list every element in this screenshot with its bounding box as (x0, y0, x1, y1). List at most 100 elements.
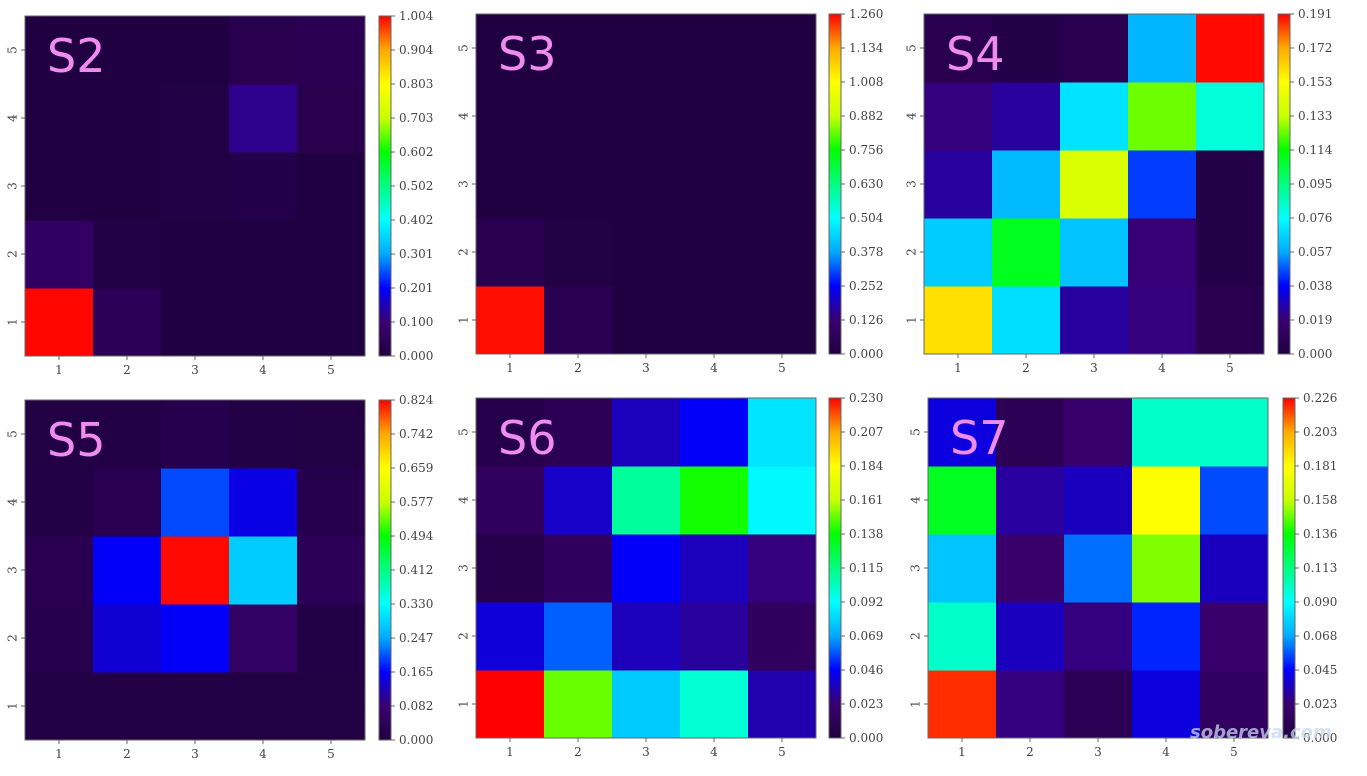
x-tick-label: 2 (574, 745, 582, 759)
colorbar-tick-label: 0.630 (849, 177, 883, 191)
colorbar-tick-label: 0.577 (399, 495, 433, 509)
x-tick-label: 4 (710, 745, 718, 759)
heatmap-cell (1128, 286, 1197, 355)
colorbar-tick-label: 1.008 (849, 75, 883, 89)
colorbar-tick-label: 0.113 (1303, 561, 1337, 575)
y-tick-label: 5 (6, 430, 20, 438)
y-tick-label: 1 (909, 700, 923, 708)
heatmap-cell (25, 288, 94, 357)
heatmap-cell (297, 536, 366, 605)
colorbar-tick-label: 0.378 (849, 245, 883, 259)
heatmap-cell (25, 400, 94, 469)
colorbar-tick-label: 0.000 (849, 731, 883, 745)
colorbar (1277, 13, 1291, 355)
colorbar-tick-label: 1.134 (849, 41, 884, 55)
x-tick-label: 1 (954, 361, 962, 375)
heatmap-cell (229, 84, 298, 153)
heatmap-panel-s3: 1 2 3 4 5 1 2 3 4 5 S3 0.000 0.126 0.252 0.378 0.504 0.6… (457, 7, 884, 375)
colorbar-tick-label: 0.226 (1303, 391, 1337, 405)
heatmap-cell (1132, 670, 1201, 739)
y-tick-label: 3 (457, 180, 471, 188)
heatmap-panel-s5: 1 2 3 4 5 1 2 3 4 5 S5 0.000 0.082 0.165 0.247 0.330 0.4… (6, 393, 434, 761)
heatmap-cell (229, 604, 298, 673)
heatmap-cell (229, 16, 298, 85)
y-tick-label: 1 (457, 316, 471, 324)
colorbar-tick-label: 0.126 (849, 313, 883, 327)
colorbar-tick-label: 0.161 (849, 493, 883, 507)
heatmap-cell (924, 82, 993, 151)
colorbar-tick-label: 0.023 (849, 697, 883, 711)
heatmap-cell (93, 672, 162, 741)
y-tick-label: 1 (6, 702, 20, 710)
heatmap-cell (992, 150, 1061, 219)
heatmap-cell (476, 150, 545, 219)
heatmap-cell (928, 534, 997, 603)
colorbar-tick-label: 0.046 (849, 663, 883, 677)
heatmap-cell (229, 152, 298, 221)
heatmap-cell (680, 82, 749, 151)
colorbar-tick-label: 0.000 (399, 733, 433, 747)
colorbar-tick-label: 0.000 (399, 349, 433, 363)
y-tick-label: 4 (905, 112, 919, 120)
colorbar-tick-label: 0.602 (399, 145, 433, 159)
heatmap-cell (612, 14, 681, 83)
x-tick-label: 4 (1162, 745, 1170, 759)
colorbar-tick-label: 0.742 (399, 427, 433, 441)
colorbar-tick-label: 0.252 (849, 279, 883, 293)
y-tick-label: 2 (6, 634, 20, 642)
colorbar-tick-label: 0.076 (1298, 211, 1332, 225)
colorbar-tick-label: 0.045 (1303, 663, 1337, 677)
heatmap-cell (476, 534, 545, 603)
heatmap-panel-s7: 1 2 3 4 5 1 2 3 4 5 S7 0.000 0.023 0.045 0.068 0.090 0.1… (909, 391, 1338, 759)
colorbar-tick-label: 0.803 (399, 77, 433, 91)
heatmap-cell (992, 218, 1061, 287)
colorbar-tick-label: 0.057 (1298, 245, 1332, 259)
colorbar-tick-label: 0.019 (1298, 313, 1332, 327)
heatmap-cell (1128, 14, 1197, 83)
x-tick-label: 5 (1226, 361, 1234, 375)
y-tick-label: 5 (457, 44, 471, 52)
y-tick-label: 3 (905, 180, 919, 188)
heatmap-cell (748, 82, 817, 151)
heatmap-cell (161, 468, 230, 537)
heatmap-cell (93, 468, 162, 537)
y-tick-label: 2 (457, 632, 471, 640)
heatmap-cell (1064, 398, 1133, 467)
colorbar-tick-label: 0.000 (1303, 731, 1337, 745)
heatmap-cell (612, 82, 681, 151)
colorbar (378, 15, 392, 357)
heatmap-cell (1060, 82, 1129, 151)
x-tick-label: 5 (1230, 745, 1238, 759)
colorbar-tick-label: 1.260 (849, 7, 883, 21)
heatmap-cell (612, 602, 681, 671)
x-tick-label: 3 (1094, 745, 1102, 759)
x-tick-label: 5 (327, 363, 335, 377)
colorbar-tick-label: 0.201 (399, 281, 433, 295)
x-tick-label: 4 (259, 363, 267, 377)
heatmap-cell (544, 466, 613, 535)
y-tick-label: 5 (909, 428, 923, 436)
y-tick-label: 4 (457, 496, 471, 504)
heatmap-cell (229, 468, 298, 537)
x-tick-label: 3 (191, 363, 199, 377)
x-tick-label: 4 (1158, 361, 1166, 375)
heatmap-cell (612, 218, 681, 287)
heatmap-cell (161, 220, 230, 289)
heatmap-cell (1200, 534, 1269, 603)
heatmap-cell (1200, 670, 1269, 739)
colorbar-tick-label: 0.504 (849, 211, 884, 225)
colorbar-tick-label: 0.000 (1298, 347, 1332, 361)
heatmap-cell (996, 398, 1065, 467)
colorbar-tick-label: 0.165 (399, 665, 433, 679)
panel-label: S4 (946, 27, 1004, 81)
x-tick-label: 2 (1022, 361, 1030, 375)
heatmap-cell (612, 150, 681, 219)
y-tick-label: 3 (6, 566, 20, 574)
heatmap-cell (1128, 218, 1197, 287)
heatmap-cell (476, 218, 545, 287)
heatmap-cell (161, 400, 230, 469)
y-tick-label: 1 (905, 316, 919, 324)
colorbar-tick-label: 0.494 (399, 529, 434, 543)
heatmap-cell (93, 152, 162, 221)
